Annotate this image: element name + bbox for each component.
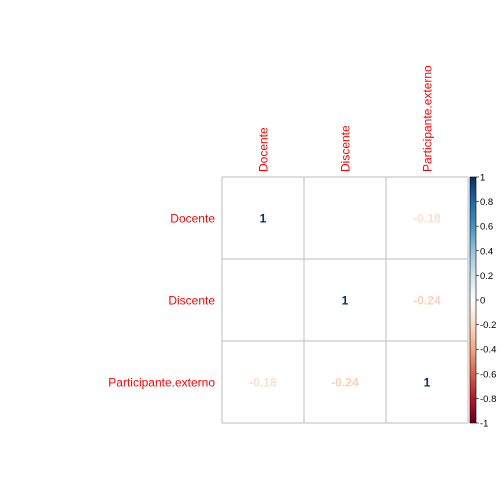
cell-value: -0.18 — [249, 376, 277, 390]
cell-value: 1 — [424, 376, 431, 390]
cell-value: -0.24 — [331, 376, 359, 390]
legend-tick-label: -0.4 — [480, 345, 496, 356]
cell-value: 1 — [342, 294, 349, 308]
correlation-cells: 1 0.00 -0.18 0.00 1 -0.24 -0.18 -0.24 1 — [249, 212, 441, 390]
cell-value: 0.00 — [333, 212, 357, 226]
legend-tick-label: 0.2 — [480, 271, 493, 282]
row-label: Docente — [170, 212, 215, 226]
row-label: Participante.externo — [108, 376, 215, 390]
column-label: Discente — [339, 125, 353, 172]
legend-tick-label: -0.2 — [480, 320, 496, 331]
column-labels: Docente Discente Participante.externo — [257, 65, 435, 172]
legend-tick-label: -0.6 — [480, 369, 496, 380]
legend-tick-label: 0.4 — [480, 246, 493, 257]
legend-tick-label: -0.8 — [480, 394, 496, 405]
legend-tick-label: 0.8 — [480, 197, 493, 208]
row-labels: Docente Discente Participante.externo — [108, 212, 215, 390]
column-label: Docente — [257, 127, 271, 172]
cell-value: -0.24 — [413, 294, 441, 308]
column-label: Participante.externo — [421, 65, 435, 172]
legend-tick-label: 0 — [480, 296, 485, 307]
cell-value: 0.00 — [251, 294, 275, 308]
row-label: Discente — [168, 294, 215, 308]
grid-lines — [221, 176, 469, 424]
legend-tick-label: -1 — [480, 419, 488, 430]
cell-value: -0.18 — [413, 212, 441, 226]
color-legend: 1 0.8 0.6 0.4 0.2 0 -0.2 -0.4 -0.6 -0.8 -1 — [469, 173, 496, 430]
legend-tick-label: 1 — [480, 173, 485, 184]
cell-value: 1 — [260, 212, 267, 226]
legend-color-bar — [469, 176, 477, 424]
legend-tick-label: 0.6 — [480, 222, 493, 233]
